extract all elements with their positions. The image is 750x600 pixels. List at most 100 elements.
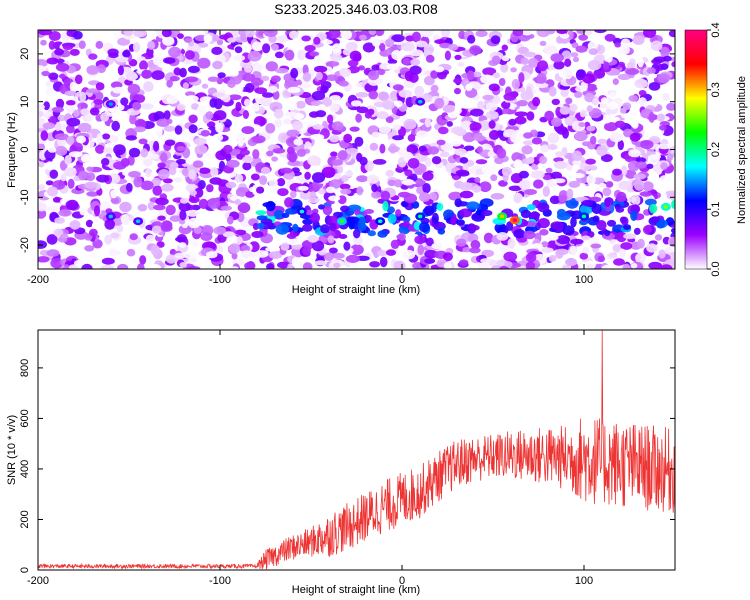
heatmap-cell [559, 33, 570, 39]
heatmap-cell [187, 217, 201, 229]
heatmap-cell [561, 264, 571, 269]
heatmap-cell [100, 112, 110, 122]
snr-series-line [38, 330, 675, 570]
heatmap-cell [470, 240, 481, 250]
heatmap-cell [586, 263, 593, 269]
heatmap-cell [333, 173, 342, 180]
heatmap-cell [286, 233, 297, 239]
heatmap-cell [60, 198, 68, 205]
heatmap-cell [45, 87, 54, 97]
heatmap-cell [76, 135, 87, 144]
heatmap-cell [284, 100, 297, 111]
heatmap-cell [129, 114, 137, 125]
heatmap-cell [175, 236, 186, 242]
heatmap-cell [49, 169, 59, 179]
heatmap-cell [89, 107, 100, 116]
heatmap-cell [620, 165, 628, 177]
heatmap-cell [48, 40, 56, 50]
snr-x-axis-title: Height of straight line (km) [292, 584, 420, 596]
heatmap-cell [265, 61, 278, 72]
heatmap-cell [431, 242, 445, 250]
heatmap-cell [599, 100, 609, 111]
heatmap-cell [350, 100, 362, 107]
heatmap-cell [333, 262, 341, 269]
heatmap-cell [496, 147, 507, 159]
heatmap-cell [603, 61, 610, 70]
heatmap-cell [634, 161, 648, 169]
heatmap-cell [565, 97, 573, 105]
heatmap-cell [549, 195, 561, 205]
heatmap-cell [380, 190, 391, 201]
heatmap-cell [74, 74, 83, 85]
heatmap-cell [642, 181, 654, 192]
heatmap-cell [400, 41, 415, 52]
heatmap-cell [626, 62, 635, 70]
heatmap-cell [160, 224, 173, 232]
heatmap-cell [385, 38, 395, 46]
heatmap-cell [331, 121, 344, 131]
heatmap-cell [665, 190, 675, 196]
heatmap-cell [520, 57, 529, 65]
heatmap-cell [411, 201, 420, 209]
heatmap-cell [325, 74, 339, 81]
heatmap-cell [581, 199, 594, 207]
heatmap-cell [379, 256, 388, 268]
heatmap-cell [153, 204, 166, 211]
heatmap-cell [120, 214, 130, 226]
heatmap-cell [95, 144, 105, 154]
heatmap-cell [584, 30, 593, 36]
heatmap-cell [137, 263, 145, 269]
heatmap-cell [112, 86, 125, 94]
heatmap-cell [646, 67, 656, 75]
heatmap-cell [635, 157, 647, 163]
heatmap-cell [60, 233, 69, 239]
heatmap-cell [355, 91, 369, 98]
heatmap-cell [469, 122, 482, 131]
heatmap-cell [669, 237, 675, 247]
heatmap-cell [136, 56, 146, 62]
heatmap-cell [451, 126, 464, 135]
heatmap-cell [45, 180, 54, 186]
heatmap-cell [153, 57, 166, 66]
heatmap-cell [403, 193, 418, 204]
heatmap-cell [491, 55, 501, 65]
heatmap-cell [96, 174, 110, 183]
heatmap-cell [606, 219, 617, 227]
heatmap-cell [329, 95, 341, 101]
heatmap-cell [206, 121, 216, 128]
heatmap-cell [528, 57, 539, 68]
heatmap-cell [525, 261, 536, 269]
heatmap-cell [575, 86, 586, 92]
heatmap-cell [523, 230, 536, 240]
heatmap-cell [373, 247, 380, 259]
heatmap-cell [202, 30, 209, 34]
y-tick-label: 600 [19, 409, 31, 427]
heatmap-cell [575, 45, 588, 53]
heatmap-cell [116, 224, 124, 233]
heatmap-cell [262, 43, 271, 54]
heatmap-cell [54, 121, 62, 132]
heatmap-cell [59, 248, 72, 257]
heatmap-cell [617, 92, 629, 100]
heatmap-cell [290, 190, 297, 199]
heatmap-cell [126, 248, 136, 257]
heatmap-cell [638, 97, 647, 106]
heatmap-cell [434, 39, 447, 45]
heatmap-cell [490, 35, 501, 45]
heatmap-cell [459, 182, 473, 191]
heatmap-cell [356, 186, 364, 196]
heatmap-cell [382, 200, 389, 212]
heatmap-cell [402, 216, 411, 223]
heatmap-cell [256, 186, 265, 194]
heatmap-cell [291, 256, 300, 268]
heatmap-cell [428, 192, 438, 202]
heatmap-cell [648, 112, 655, 123]
heatmap-cell [365, 215, 372, 223]
heatmap-cell [207, 76, 219, 82]
heatmap-cell [339, 68, 352, 77]
heatmap-cell [155, 126, 163, 138]
heatmap-cell [331, 159, 344, 166]
heatmap-y-axis-title: Frequency (Hz) [6, 112, 18, 188]
heatmap-cell [312, 124, 324, 130]
heatmap-cell [341, 175, 349, 182]
